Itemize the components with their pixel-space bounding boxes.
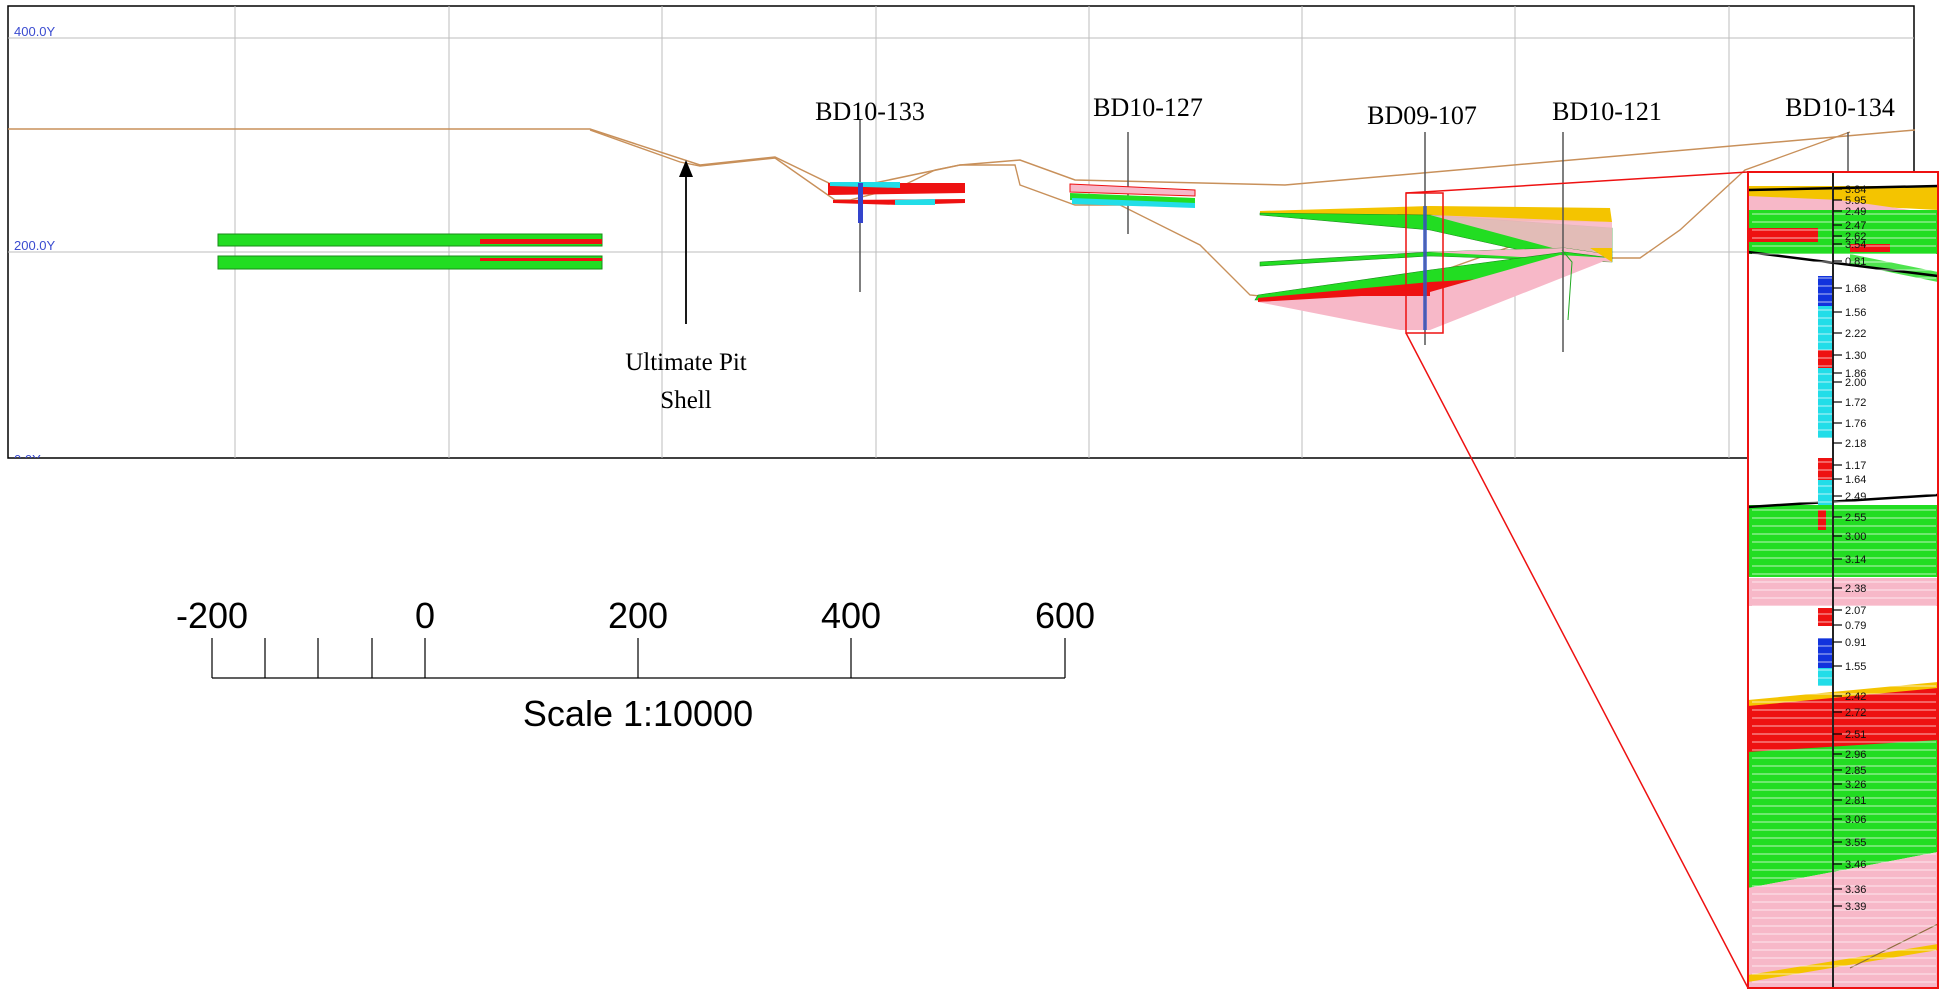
assay-value-label: 2.85 [1845,765,1866,777]
assay-value-label: 1.30 [1845,350,1866,362]
drillhole-label: BD09-107 [1367,101,1477,130]
assay-value-label: 2.47 [1845,220,1866,232]
assay-value-label: 2.49 [1845,206,1866,218]
assay-value-label: 2.07 [1845,605,1866,617]
zoom-connector-lines [1405,171,1749,989]
assay-value-label: 2.42 [1845,691,1866,703]
assay-value-label: 1.56 [1845,307,1866,319]
assay-value-label: 3.55 [1845,837,1866,849]
inset-assay-labels: 3.845.952.492.472.623.540.811.681.562.22… [1833,184,1866,913]
assay-value-label: 5.95 [1845,195,1866,207]
assay-value-label: 3.14 [1845,554,1866,566]
assay-value-label: 2.81 [1845,795,1866,807]
assay-value-label: 1.76 [1845,418,1866,430]
ore-intercepts-west [217,233,603,270]
assay-value-label: 1.86 [1845,368,1866,380]
assay-value-label: 3.06 [1845,814,1866,826]
assay-value-label: 2.00 [1845,377,1866,389]
vertical-gridlines [234,6,1730,458]
zoom-box [1405,192,1444,334]
scale-bar-line [211,638,1066,679]
scale-caption: Scale 1:10000 [523,693,753,734]
zoom-inset: 3.845.952.492.472.623.540.811.681.562.22… [1747,171,1939,989]
assay-value-label: 2.62 [1845,231,1866,243]
scale-tick-label: 600 [1035,595,1095,636]
drillhole-bd10-133 [828,120,965,292]
assay-value-label: 3.00 [1845,531,1866,543]
scale-bar: -200 0 200 400 600 Scale 1:10000 [176,595,1095,734]
assay-value-label: 1.55 [1845,661,1866,673]
elevation-label-0: 0.0Y [14,452,41,467]
assay-value-label: 1.68 [1845,283,1866,295]
assay-value-label: 1.17 [1845,460,1866,472]
scale-tick-label: 400 [821,595,881,636]
assay-value-label: 0.81 [1845,256,1866,268]
assay-value-label: 1.72 [1845,397,1866,409]
scale-tick-label: 200 [608,595,668,636]
scale-tick-label: -200 [176,595,248,636]
section-panel: 400.0Y 200.0Y 0.0Y Ultimate Pit Shell [7,5,1916,467]
assay-value-label: 0.91 [1845,637,1866,649]
assay-value-label: 3.84 [1845,184,1866,196]
arrow-head-icon [679,160,693,177]
drillhole-label: BD10-127 [1093,93,1203,122]
drillhole-bd10-121 [1561,132,1573,352]
drillhole-label: BD10-134 [1785,93,1895,122]
assay-value-label: 1.64 [1845,474,1866,486]
assay-value-label: 3.26 [1845,779,1866,791]
assay-value-label: 3.39 [1845,901,1866,913]
assay-value-label: 2.72 [1845,707,1866,719]
assay-value-label: 3.54 [1845,239,1866,251]
assay-value-label: 2.18 [1845,438,1866,450]
assay-value-label: 2.96 [1845,749,1866,761]
inset-stripes [1752,213,1936,983]
assay-value-label: 3.46 [1845,859,1866,871]
pit-shell-label-line1: Ultimate Pit [625,349,747,376]
elevation-label-400: 400.0Y [14,24,56,39]
inset-frame [1747,171,1939,989]
assay-value-label: 2.38 [1845,583,1866,595]
assay-value-label: 2.49 [1845,491,1866,503]
section-frame [7,5,1915,459]
ore-fans-central [1254,206,1613,330]
assay-value-label: 2.51 [1845,729,1866,741]
drillhole-label: BD10-133 [815,97,925,126]
pit-shell-label-line2: Shell [660,387,711,414]
elevation-label-200: 200.0Y [14,238,56,253]
scale-tick-label: 0 [415,595,435,636]
drillhole-bd09-107 [1405,132,1444,345]
assay-value-label: 2.22 [1845,328,1866,340]
assay-value-label: 0.79 [1845,620,1866,632]
drillhole-bd10-127 [1069,132,1196,234]
assay-value-label: 3.36 [1845,884,1866,896]
assay-value-label: 2.55 [1845,512,1866,524]
drillhole-label: BD10-121 [1552,97,1662,126]
